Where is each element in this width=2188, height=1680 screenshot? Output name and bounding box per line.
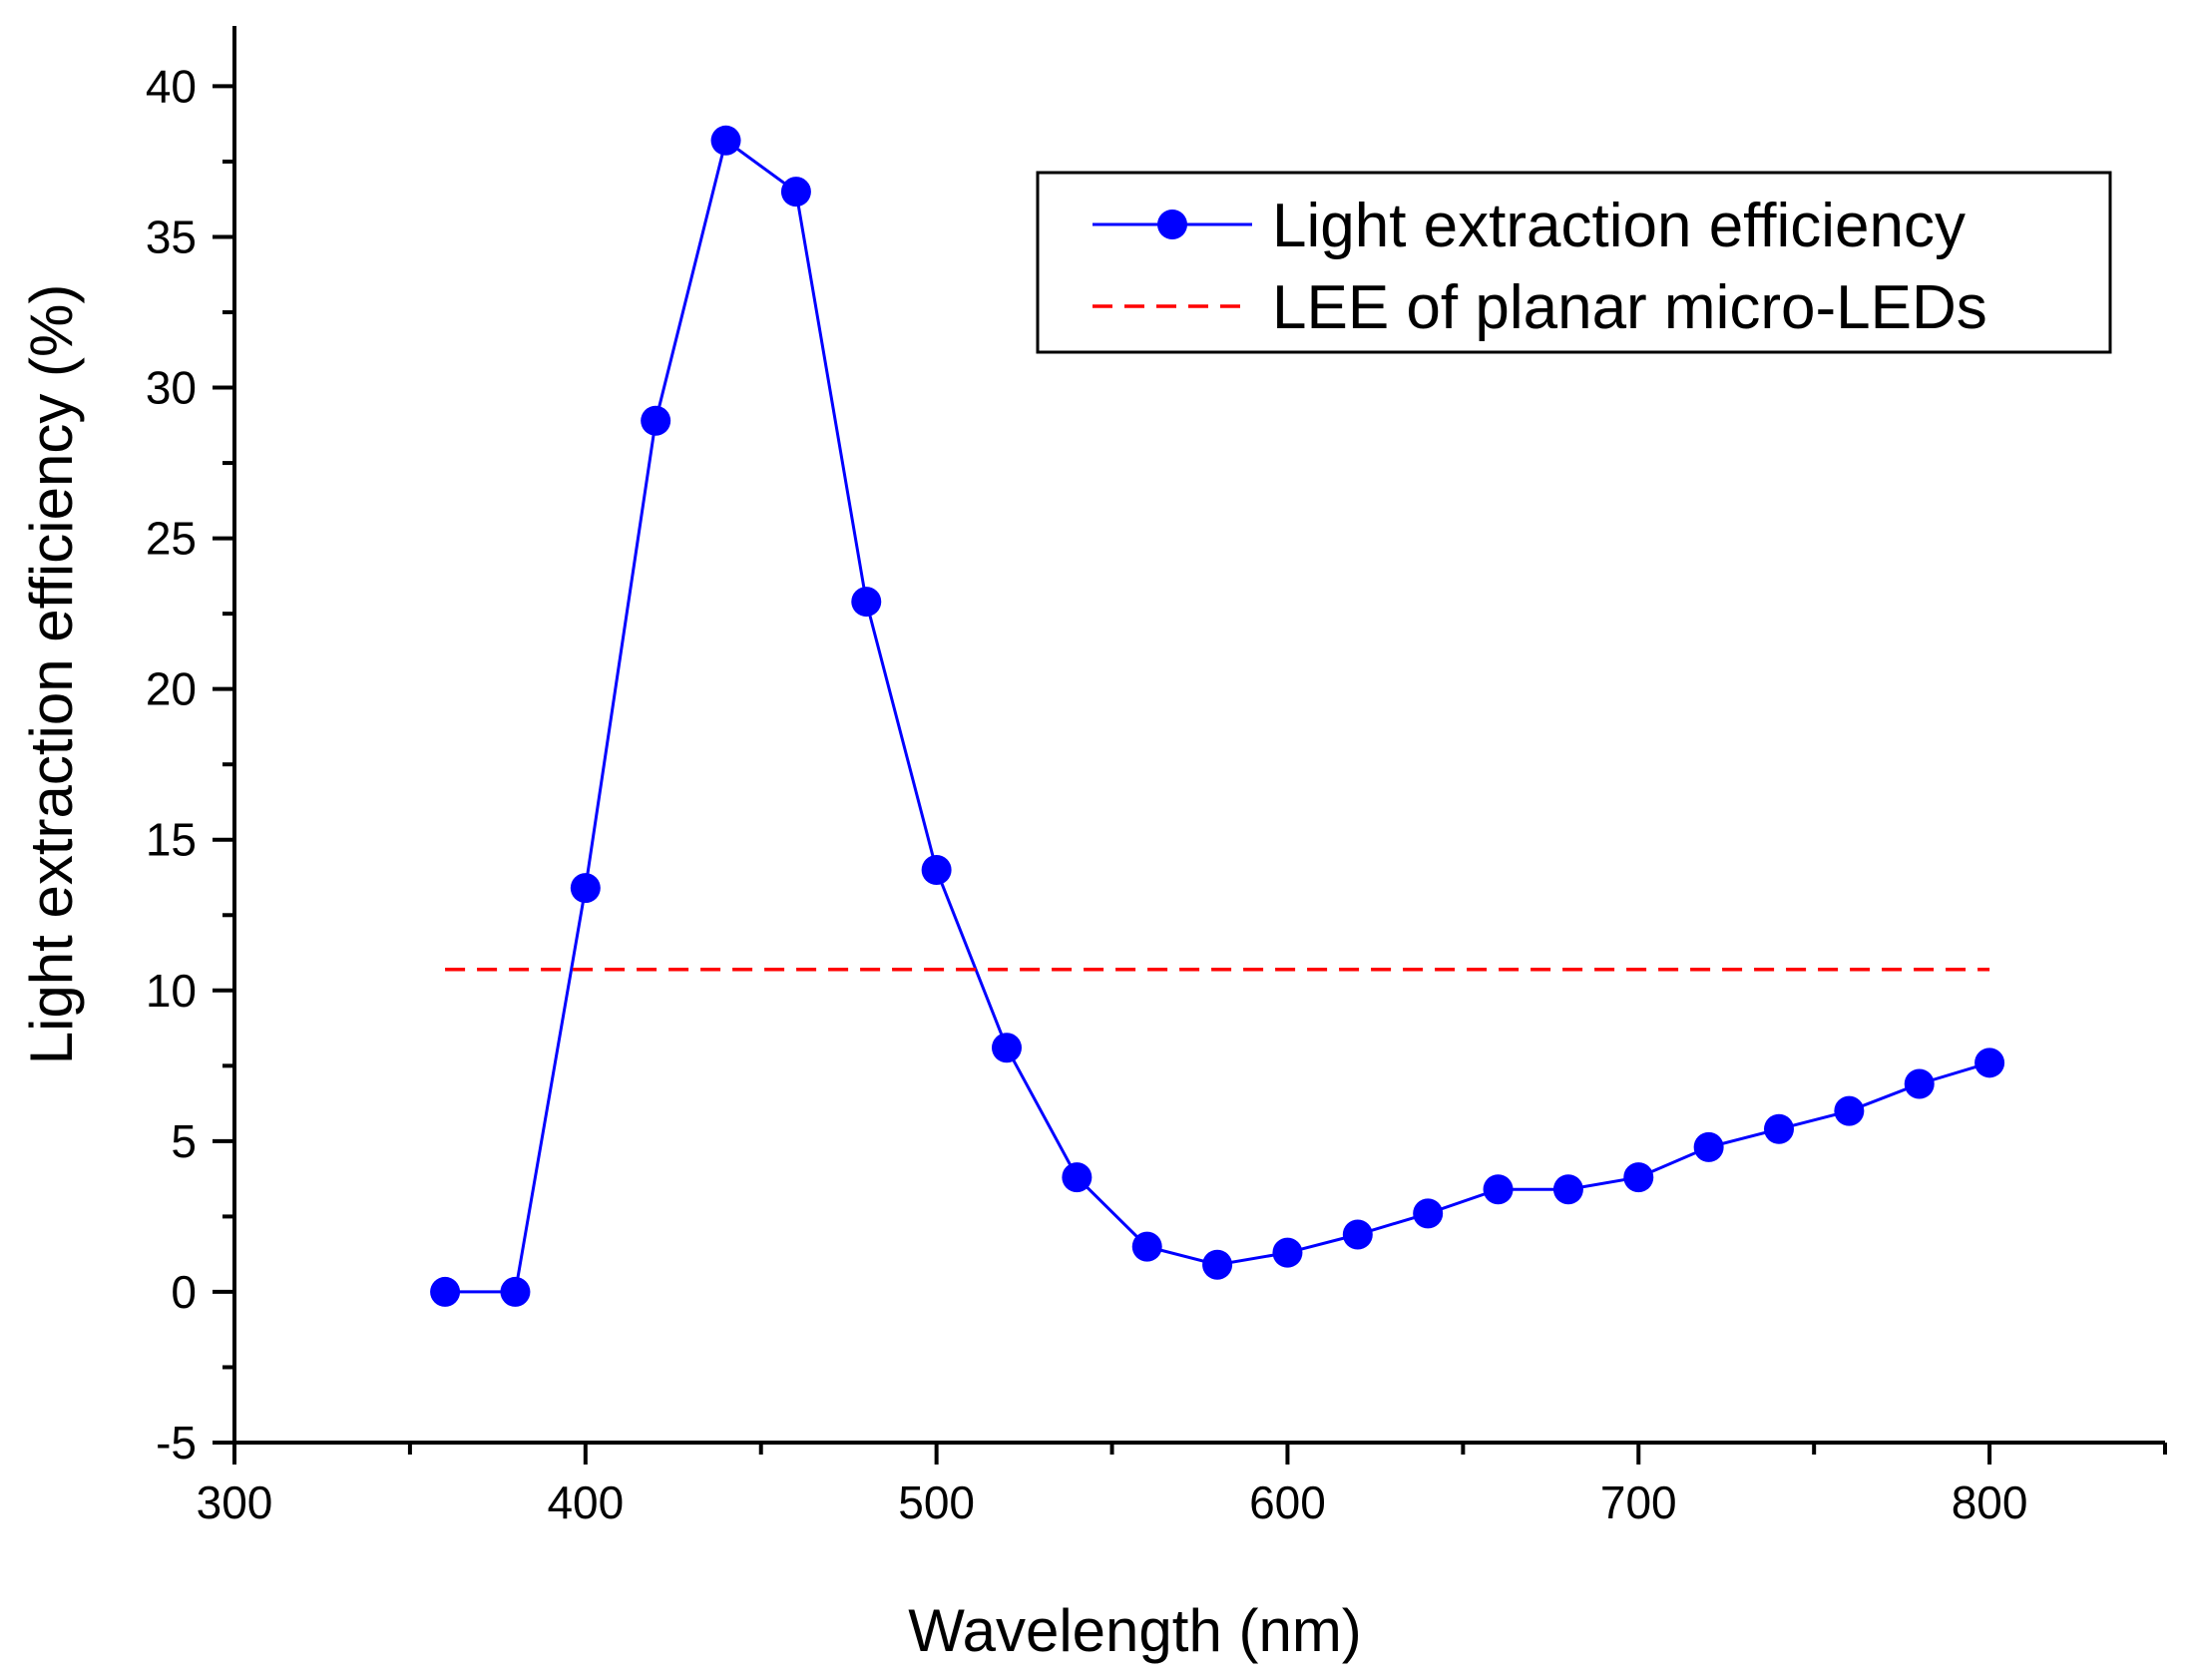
series-layer bbox=[430, 125, 2005, 1307]
lee-data-point bbox=[1693, 1131, 1724, 1162]
lee-data-point bbox=[1062, 1162, 1093, 1193]
y-tick-label: -5 bbox=[156, 1417, 197, 1469]
y-tick-label: 20 bbox=[146, 663, 197, 715]
lee-data-point bbox=[1202, 1249, 1233, 1280]
lee-data-point bbox=[1131, 1231, 1162, 1262]
y-tick-label: 10 bbox=[146, 965, 197, 1017]
lee-data-point bbox=[1764, 1113, 1794, 1144]
lee-data-point bbox=[780, 177, 811, 208]
legend: Light extraction efficiency LEE of planar… bbox=[1036, 171, 2112, 354]
lee-data-point bbox=[851, 587, 882, 618]
lee-data-point bbox=[500, 1276, 531, 1307]
lee-data-point bbox=[1552, 1174, 1583, 1205]
legend-box bbox=[1036, 171, 2112, 354]
legend-swatch-marker bbox=[1157, 210, 1187, 239]
lee-data-point bbox=[992, 1033, 1022, 1063]
y-axis-title: Light extraction efficiency (%) bbox=[18, 284, 85, 1065]
lee-data-point bbox=[1623, 1162, 1654, 1193]
lee-data-point bbox=[1483, 1174, 1514, 1205]
lee-data-point bbox=[1413, 1198, 1444, 1229]
x-axis-title: Wavelength (nm) bbox=[908, 1597, 1362, 1664]
y-tick-label: 15 bbox=[146, 814, 197, 866]
axes-layer: 300 400 500 600 700 800 -5 0 5 10 15 20 25 30 35 40 bbox=[146, 26, 2167, 1528]
lee-data-point bbox=[710, 125, 741, 156]
x-tick-label: 500 bbox=[898, 1476, 975, 1528]
legend-label: Light extraction efficiency bbox=[1272, 192, 1966, 260]
x-tick-label: 400 bbox=[547, 1476, 624, 1528]
lee-data-point bbox=[570, 873, 601, 904]
y-tick-label: 35 bbox=[146, 210, 197, 262]
x-tick-label: 700 bbox=[1600, 1476, 1677, 1528]
lee-data-point bbox=[921, 854, 952, 885]
axis-labels: Wavelength (nm) Light extraction efficien… bbox=[18, 284, 1362, 1664]
lee-data-point bbox=[430, 1276, 461, 1307]
legend-label: LEE of planar micro-LEDs bbox=[1272, 273, 1987, 342]
y-tick-label: 40 bbox=[146, 60, 197, 112]
x-tick-label: 300 bbox=[197, 1476, 273, 1528]
y-tick-label: 5 bbox=[171, 1115, 197, 1167]
lee-data-point bbox=[641, 405, 671, 436]
x-tick-label: 600 bbox=[1249, 1476, 1326, 1528]
lee-data-point bbox=[1904, 1068, 1935, 1099]
lee-data-point bbox=[1974, 1048, 2005, 1078]
y-tick-label: 0 bbox=[171, 1266, 197, 1318]
lee-data-point bbox=[1834, 1095, 1865, 1126]
lee-data-point bbox=[1272, 1237, 1303, 1268]
x-tick-label: 800 bbox=[1952, 1476, 2028, 1528]
y-tick-label: 30 bbox=[146, 362, 197, 414]
lee-data-point bbox=[1342, 1219, 1373, 1250]
y-tick-label: 25 bbox=[146, 513, 197, 565]
